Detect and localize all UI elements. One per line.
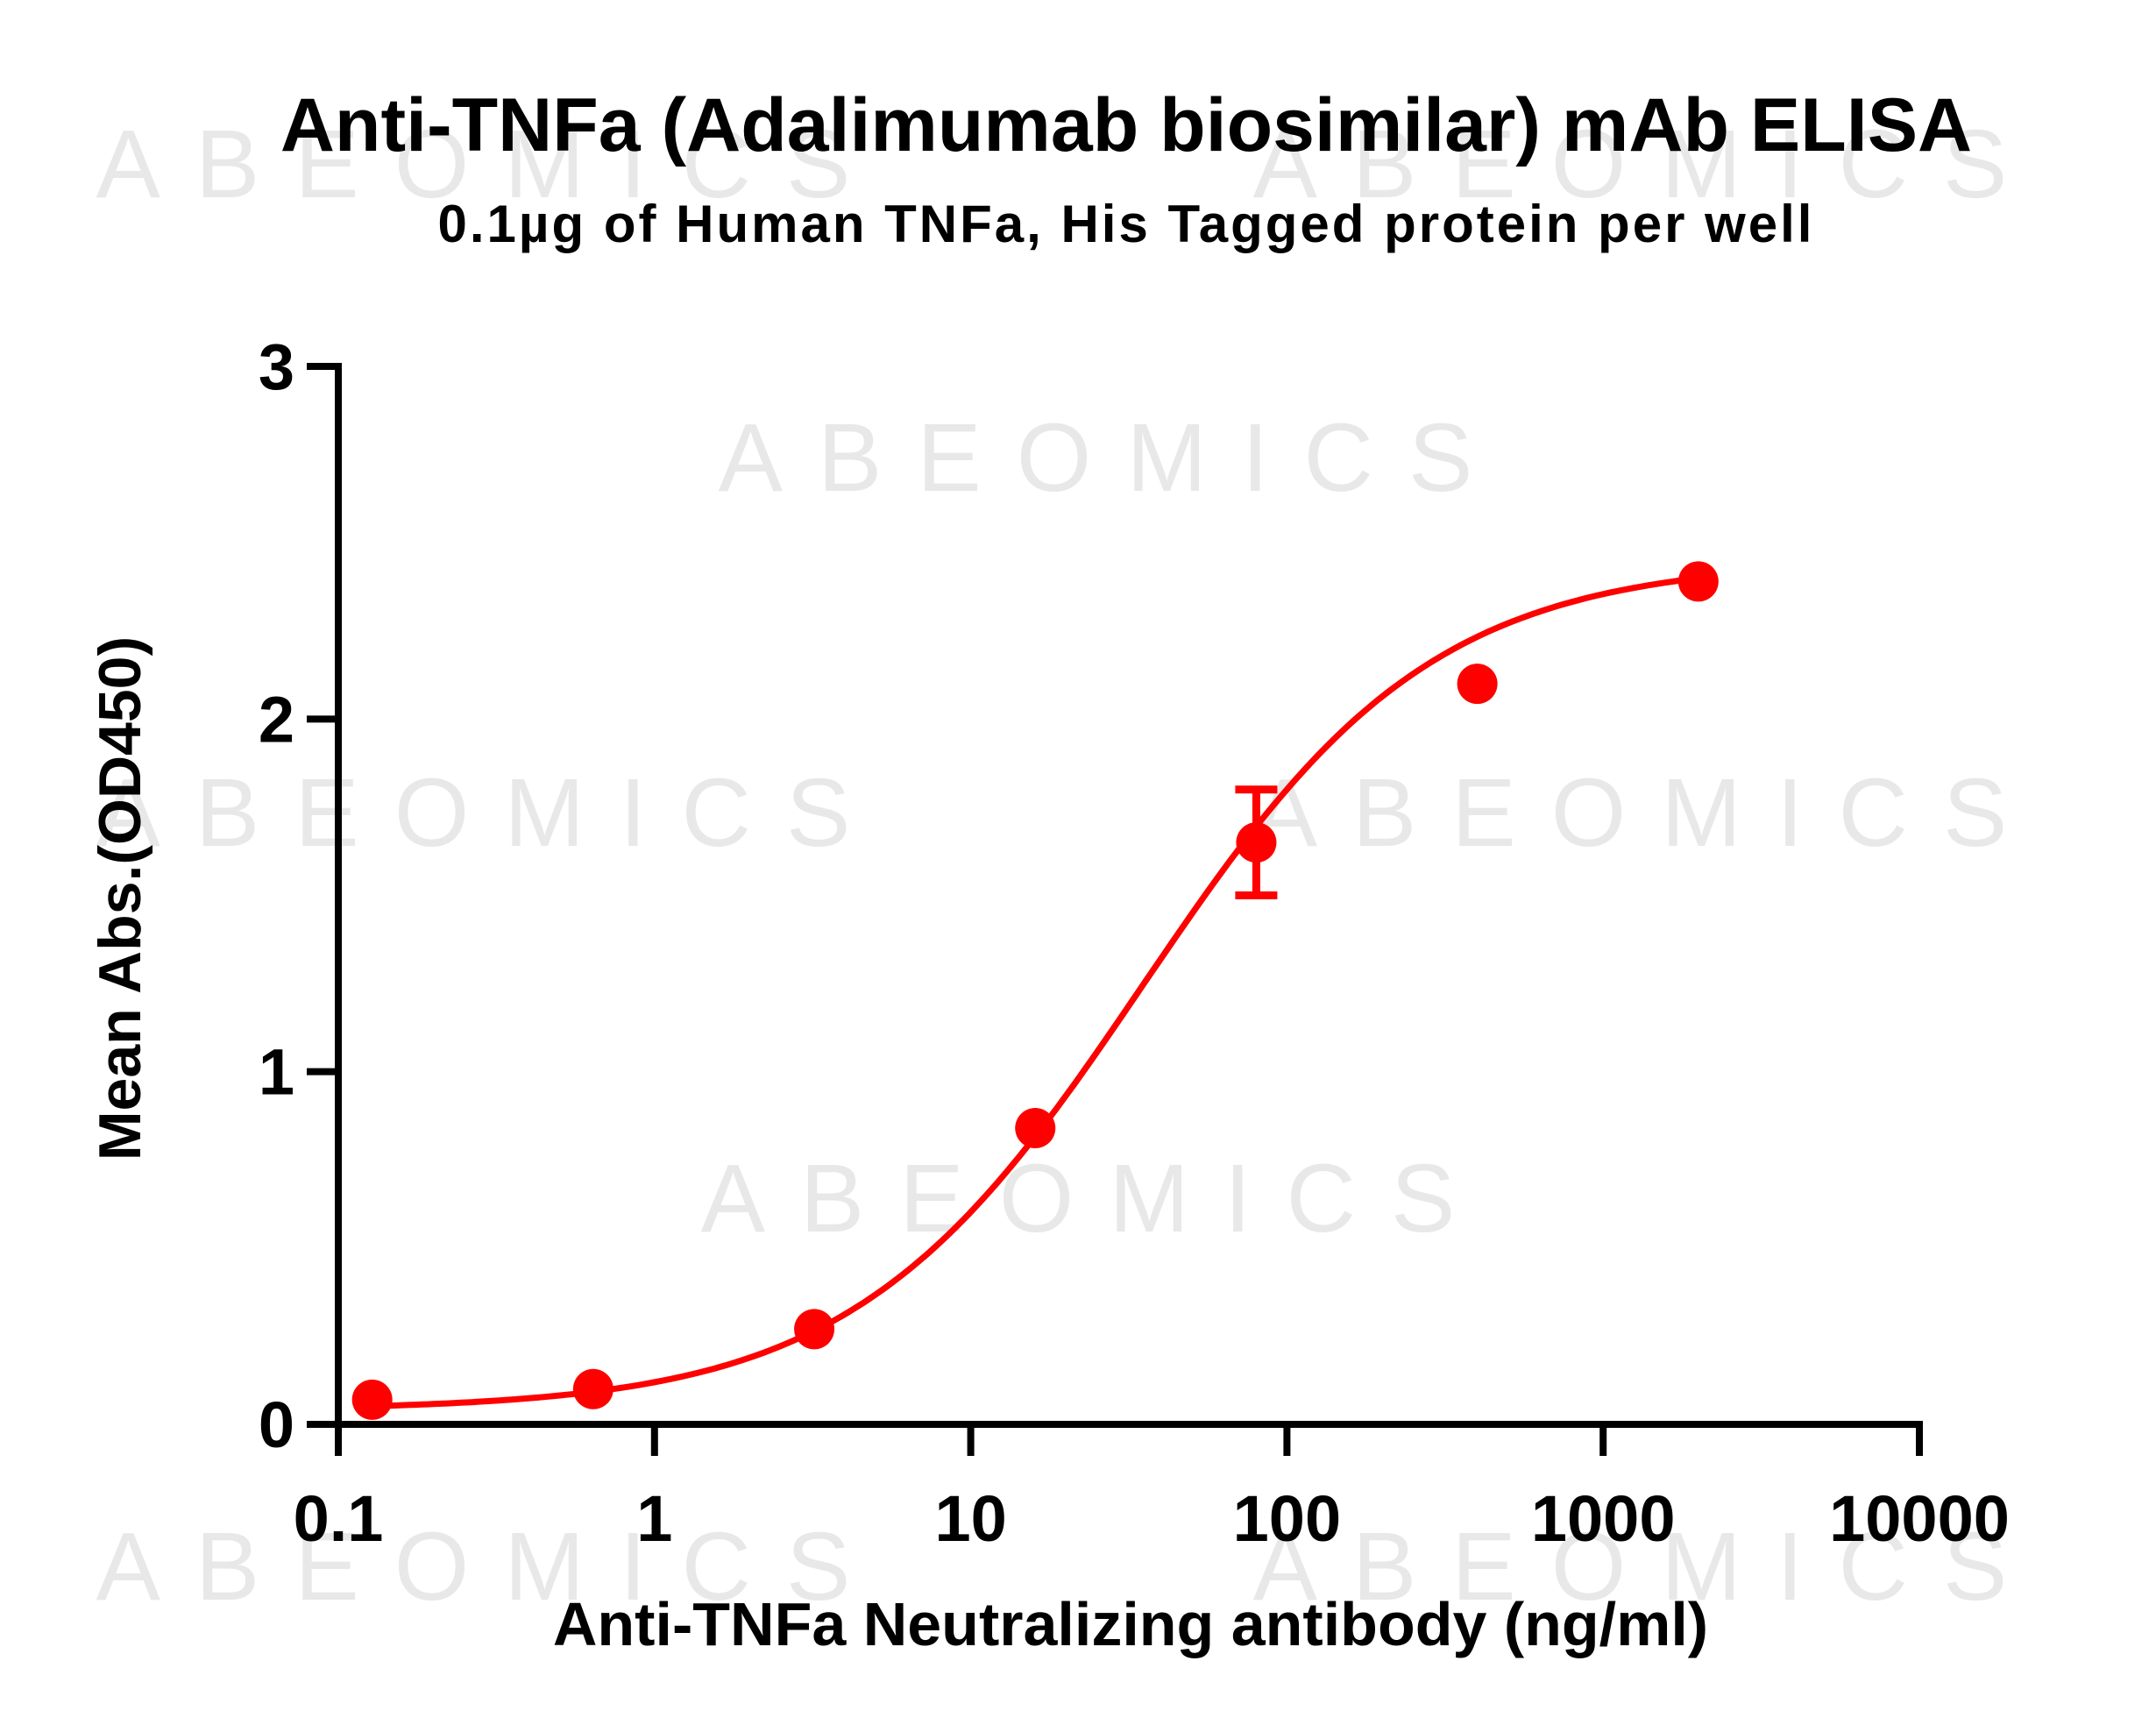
x-tick-label: 0.1: [294, 1482, 384, 1555]
data-point: [1015, 1108, 1056, 1149]
fit-curve-layer: [372, 575, 1699, 1409]
x-axis: 0.1 1 10 100 1000 10000: [294, 1421, 2010, 1555]
data-points-layer: [351, 561, 1719, 1420]
y-axis-label: Mean Abs.(OD450): [87, 636, 153, 1161]
chart-title: Anti-TNFa (Adalimumab biosimilar) mAb EL…: [280, 83, 1972, 167]
chart-subtitle: 0.1µg of Human TNFa, His Tagged protein …: [438, 195, 1815, 253]
data-point: [794, 1309, 835, 1350]
watermark-layer: ABEOMICS ABEOMICS ABEOMICS ABEOMICS ABEOMICS…: [96, 110, 2043, 1621]
data-point: [572, 1368, 613, 1409]
watermark-text: ABEOMICS: [96, 1513, 886, 1621]
x-tick-label: 10000: [1829, 1482, 2010, 1555]
x-tick-label: 100: [1233, 1482, 1341, 1555]
watermark-text: ABEOMICS: [1253, 1513, 2043, 1621]
watermark-text: ABEOMICS: [701, 1145, 1491, 1253]
data-point: [351, 1379, 393, 1420]
watermark-text: ABEOMICS: [1253, 759, 2043, 867]
watermark-text: ABEOMICS: [96, 759, 886, 867]
data-point: [1236, 822, 1277, 863]
data-point: [1457, 664, 1498, 705]
y-tick-label: 3: [259, 330, 294, 403]
y-tick-label: 0: [259, 1388, 294, 1461]
y-axis: 0 1 2 3: [259, 330, 342, 1461]
y-tick-label: 1: [259, 1036, 294, 1109]
y-tick-label: 2: [259, 683, 294, 756]
x-tick-label: 10: [934, 1482, 1006, 1555]
data-point: [1677, 561, 1719, 602]
x-tick-label: 1: [636, 1482, 672, 1555]
fit-curve: [372, 575, 1699, 1409]
x-axis-label: Anti-TNFa Neutralizing antibody (ng/ml): [553, 1590, 1708, 1658]
watermark-text: ABEOMICS: [719, 404, 1508, 512]
watermark-text: ABEOMICS: [1253, 110, 2043, 218]
watermark-text: ABEOMICS: [96, 110, 886, 218]
x-tick-label: 1000: [1531, 1482, 1676, 1555]
